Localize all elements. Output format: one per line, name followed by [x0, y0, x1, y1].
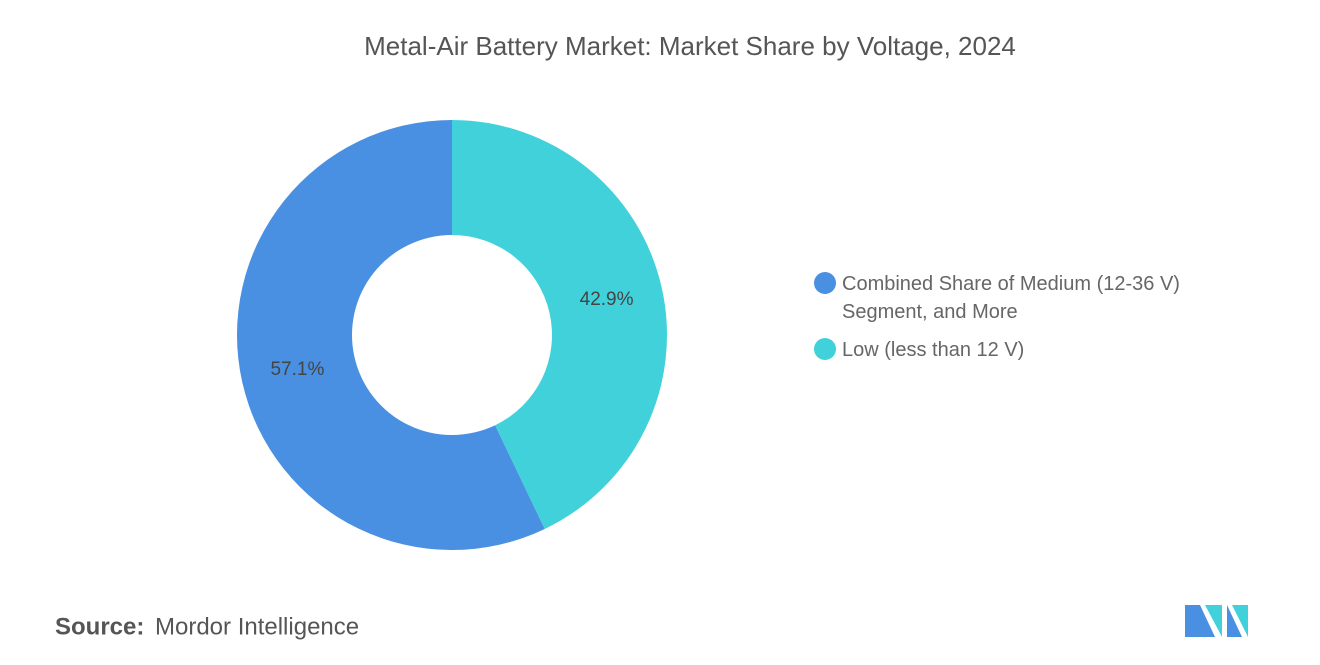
source-label: Source: [55, 613, 144, 640]
slice [237, 120, 545, 550]
legend-marker [814, 338, 836, 360]
legend: Combined Share of Medium (12-36 V) Segme… [814, 270, 1234, 374]
legend-label: Combined Share of Medium (12-36 V) Segme… [842, 273, 1180, 323]
data-label: 42.9% [580, 289, 634, 310]
legend-label: Low (less than 12 V) [842, 339, 1025, 361]
legend-item: Combined Share of Medium (12-36 V) Segme… [814, 270, 1234, 326]
logo [1185, 605, 1248, 637]
slice [452, 120, 668, 529]
source: Mordor Intelligence [155, 613, 359, 640]
chart-title: Metal-Air Battery Market: Market Share b… [364, 31, 1016, 61]
legend-item: Low (less than 12 V) [814, 336, 1234, 364]
legend-marker [814, 272, 836, 294]
data-label: 57.1% [270, 359, 324, 380]
